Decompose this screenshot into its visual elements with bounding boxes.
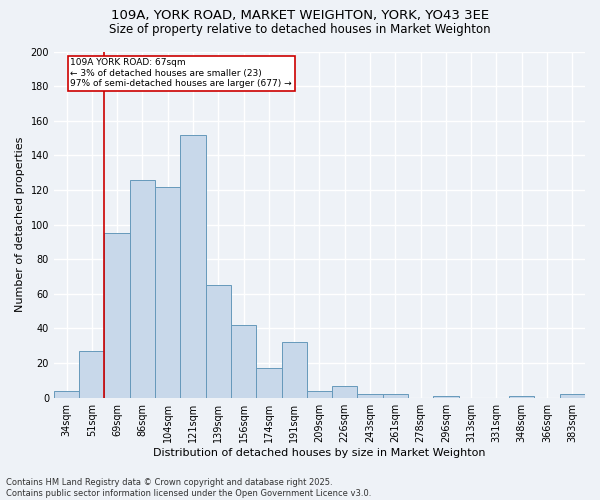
Bar <box>332 386 358 398</box>
Bar <box>383 394 408 398</box>
X-axis label: Distribution of detached houses by size in Market Weighton: Distribution of detached houses by size … <box>153 448 486 458</box>
Bar <box>54 391 79 398</box>
Bar <box>281 342 307 398</box>
Bar <box>79 351 104 398</box>
Bar <box>130 180 155 398</box>
Bar <box>104 234 130 398</box>
Y-axis label: Number of detached properties: Number of detached properties <box>15 137 25 312</box>
Bar <box>181 134 206 398</box>
Bar <box>358 394 383 398</box>
Bar <box>206 285 231 398</box>
Bar <box>231 325 256 398</box>
Text: 109A YORK ROAD: 67sqm
← 3% of detached houses are smaller (23)
97% of semi-detac: 109A YORK ROAD: 67sqm ← 3% of detached h… <box>70 58 292 88</box>
Bar <box>307 391 332 398</box>
Bar <box>560 394 585 398</box>
Text: Size of property relative to detached houses in Market Weighton: Size of property relative to detached ho… <box>109 22 491 36</box>
Bar <box>155 186 181 398</box>
Text: 109A, YORK ROAD, MARKET WEIGHTON, YORK, YO43 3EE: 109A, YORK ROAD, MARKET WEIGHTON, YORK, … <box>111 9 489 22</box>
Bar <box>433 396 458 398</box>
Bar <box>509 396 535 398</box>
Text: Contains HM Land Registry data © Crown copyright and database right 2025.
Contai: Contains HM Land Registry data © Crown c… <box>6 478 371 498</box>
Bar <box>256 368 281 398</box>
